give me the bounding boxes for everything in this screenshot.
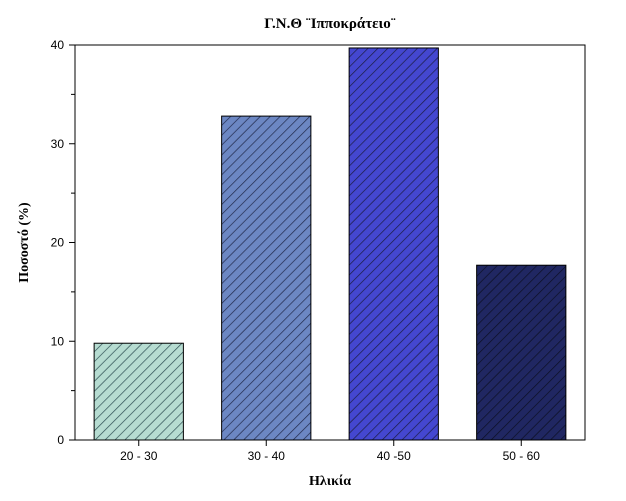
y-axis-label: Ποσοστό (%)	[17, 202, 32, 283]
chart-title: Γ.Ν.Θ ¨Ιπποκράτειο¨	[264, 16, 395, 32]
x-axis-label: Ηλικία	[309, 474, 351, 489]
y-tick-label: 0	[57, 433, 64, 447]
bar	[94, 343, 183, 440]
y-tick-label: 10	[51, 334, 65, 348]
x-tick-label: 30 - 40	[248, 449, 286, 463]
bar	[477, 265, 566, 440]
chart-container: Γ.Ν.Θ ¨Ιπποκράτειο¨ 0 10 20 30 40 Ποσοστό (%) 2…	[0, 0, 626, 501]
x-tick-label: 50 - 60	[503, 449, 541, 463]
bar-chart: Γ.Ν.Θ ¨Ιπποκράτειο¨ 0 10 20 30 40 Ποσοστό (%) 2…	[0, 0, 626, 501]
y-tick-label: 20	[51, 236, 65, 250]
x-tick-label: 20 - 30	[120, 449, 158, 463]
y-tick-label: 30	[51, 137, 65, 151]
y-tick-label: 40	[51, 38, 65, 52]
bar	[222, 116, 311, 440]
x-tick-label: 40 -50	[377, 449, 411, 463]
bar	[349, 48, 438, 440]
